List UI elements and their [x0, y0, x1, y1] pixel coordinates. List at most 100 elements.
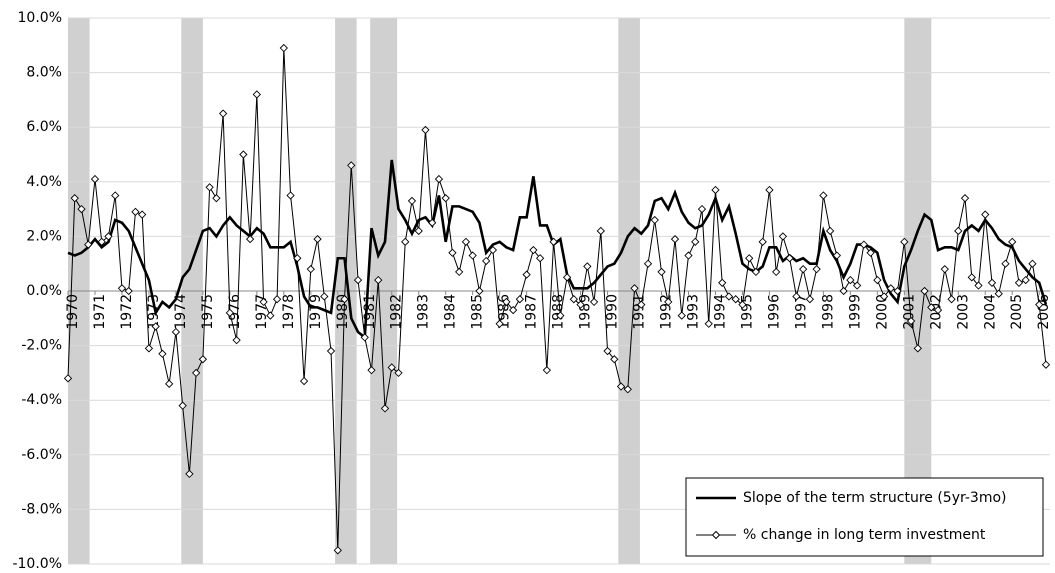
- data-point: [313, 234, 322, 244]
- data-point: [218, 109, 228, 118]
- x-tick-label: 1973: [146, 294, 162, 330]
- legend-box: [685, 477, 1044, 557]
- data-point: [738, 300, 747, 309]
- data-point: [670, 234, 680, 244]
- x-tick-label: 1980: [335, 294, 351, 330]
- data-point: [387, 363, 396, 372]
- data-point: [1035, 300, 1044, 309]
- data-point: [994, 289, 1003, 298]
- x-tick-label: 1993: [685, 294, 701, 330]
- data-point: [515, 295, 525, 304]
- data-point: [542, 366, 551, 375]
- data-point: [1014, 278, 1024, 287]
- x-tick-label: 1977: [254, 294, 270, 330]
- data-point: [117, 284, 127, 293]
- data-point: [239, 150, 248, 159]
- data-point: [691, 237, 700, 246]
- data-point: [974, 281, 983, 290]
- data-point: [852, 281, 862, 290]
- data-point: [758, 237, 767, 246]
- data-point: [927, 303, 936, 312]
- x-tick-label: 2000: [874, 294, 890, 330]
- data-point: [320, 292, 329, 301]
- data-point: [960, 194, 970, 203]
- data-point: [704, 319, 713, 328]
- x-tick-label: 1992: [659, 294, 675, 330]
- data-point: [394, 368, 403, 378]
- data-point: [279, 43, 288, 53]
- data-point: [151, 322, 160, 331]
- data-point: [765, 185, 774, 195]
- data-point: [535, 254, 545, 263]
- data-point: [1021, 275, 1030, 285]
- data-point: [623, 385, 632, 394]
- data-point: [347, 161, 356, 170]
- data-point: [650, 215, 659, 225]
- data-point: [1041, 360, 1051, 369]
- data-point: [805, 295, 815, 304]
- data-point: [198, 355, 208, 364]
- data-point: [920, 286, 929, 296]
- data-point: [111, 191, 120, 200]
- x-tick-label: 2004: [982, 294, 998, 330]
- y-tick-label: -10.0%: [12, 556, 62, 572]
- data-point: [380, 404, 390, 413]
- data-point: [879, 292, 889, 301]
- data-point: [232, 336, 241, 345]
- data-point: [724, 292, 734, 301]
- data-point: [967, 273, 976, 282]
- x-tick-label: 1990: [605, 294, 621, 330]
- data-point: [987, 278, 997, 287]
- legend-label: Slope of the term structure (5yr-3mo): [743, 490, 1006, 506]
- data-point: [825, 226, 835, 236]
- x-tick-label: 1985: [470, 294, 486, 330]
- data-point: [158, 349, 167, 358]
- data-point: [906, 316, 916, 326]
- data-point: [326, 346, 336, 356]
- data-point: [299, 376, 309, 386]
- data-point: [475, 286, 484, 296]
- data-point: [407, 196, 417, 206]
- data-point: [616, 382, 626, 391]
- data-point: [1028, 259, 1037, 268]
- data-point: [900, 237, 909, 246]
- x-tick-label: 1975: [200, 294, 216, 330]
- data-point: [455, 267, 464, 277]
- data-point: [367, 366, 376, 375]
- data-point: [434, 174, 444, 184]
- data-point: [131, 207, 140, 216]
- data-point: [63, 374, 73, 383]
- data-point: [185, 469, 194, 479]
- x-tick-label: 1987: [524, 294, 540, 330]
- y-tick-label: 10.0%: [18, 10, 62, 26]
- data-point: [360, 333, 369, 342]
- data-point: [259, 297, 268, 307]
- data-point: [589, 297, 599, 307]
- data-point: [441, 194, 450, 203]
- x-tick-label: 1999: [847, 294, 863, 330]
- data-point: [751, 267, 761, 277]
- data-point: [785, 254, 794, 263]
- data-point: [832, 251, 842, 260]
- data-point: [495, 319, 504, 328]
- data-point: [414, 226, 423, 236]
- data-point: [522, 270, 531, 279]
- data-point: [684, 251, 693, 260]
- data-point: [428, 218, 437, 227]
- data-point: [225, 308, 235, 317]
- x-tick-label: 1998: [820, 294, 836, 330]
- data-point: [562, 273, 572, 282]
- data-point: [596, 226, 605, 236]
- x-tick-label: 1976: [227, 294, 243, 330]
- data-point: [178, 401, 187, 410]
- x-tick-label: 2003: [955, 294, 971, 330]
- data-point: [293, 254, 302, 263]
- y-tick-label: -6.0%: [21, 447, 62, 463]
- data-point: [812, 265, 821, 274]
- y-tick-label: -4.0%: [21, 392, 62, 408]
- data-point: [144, 344, 154, 353]
- data-point: [97, 237, 106, 246]
- data-point: [509, 305, 518, 315]
- data-point: [124, 286, 133, 296]
